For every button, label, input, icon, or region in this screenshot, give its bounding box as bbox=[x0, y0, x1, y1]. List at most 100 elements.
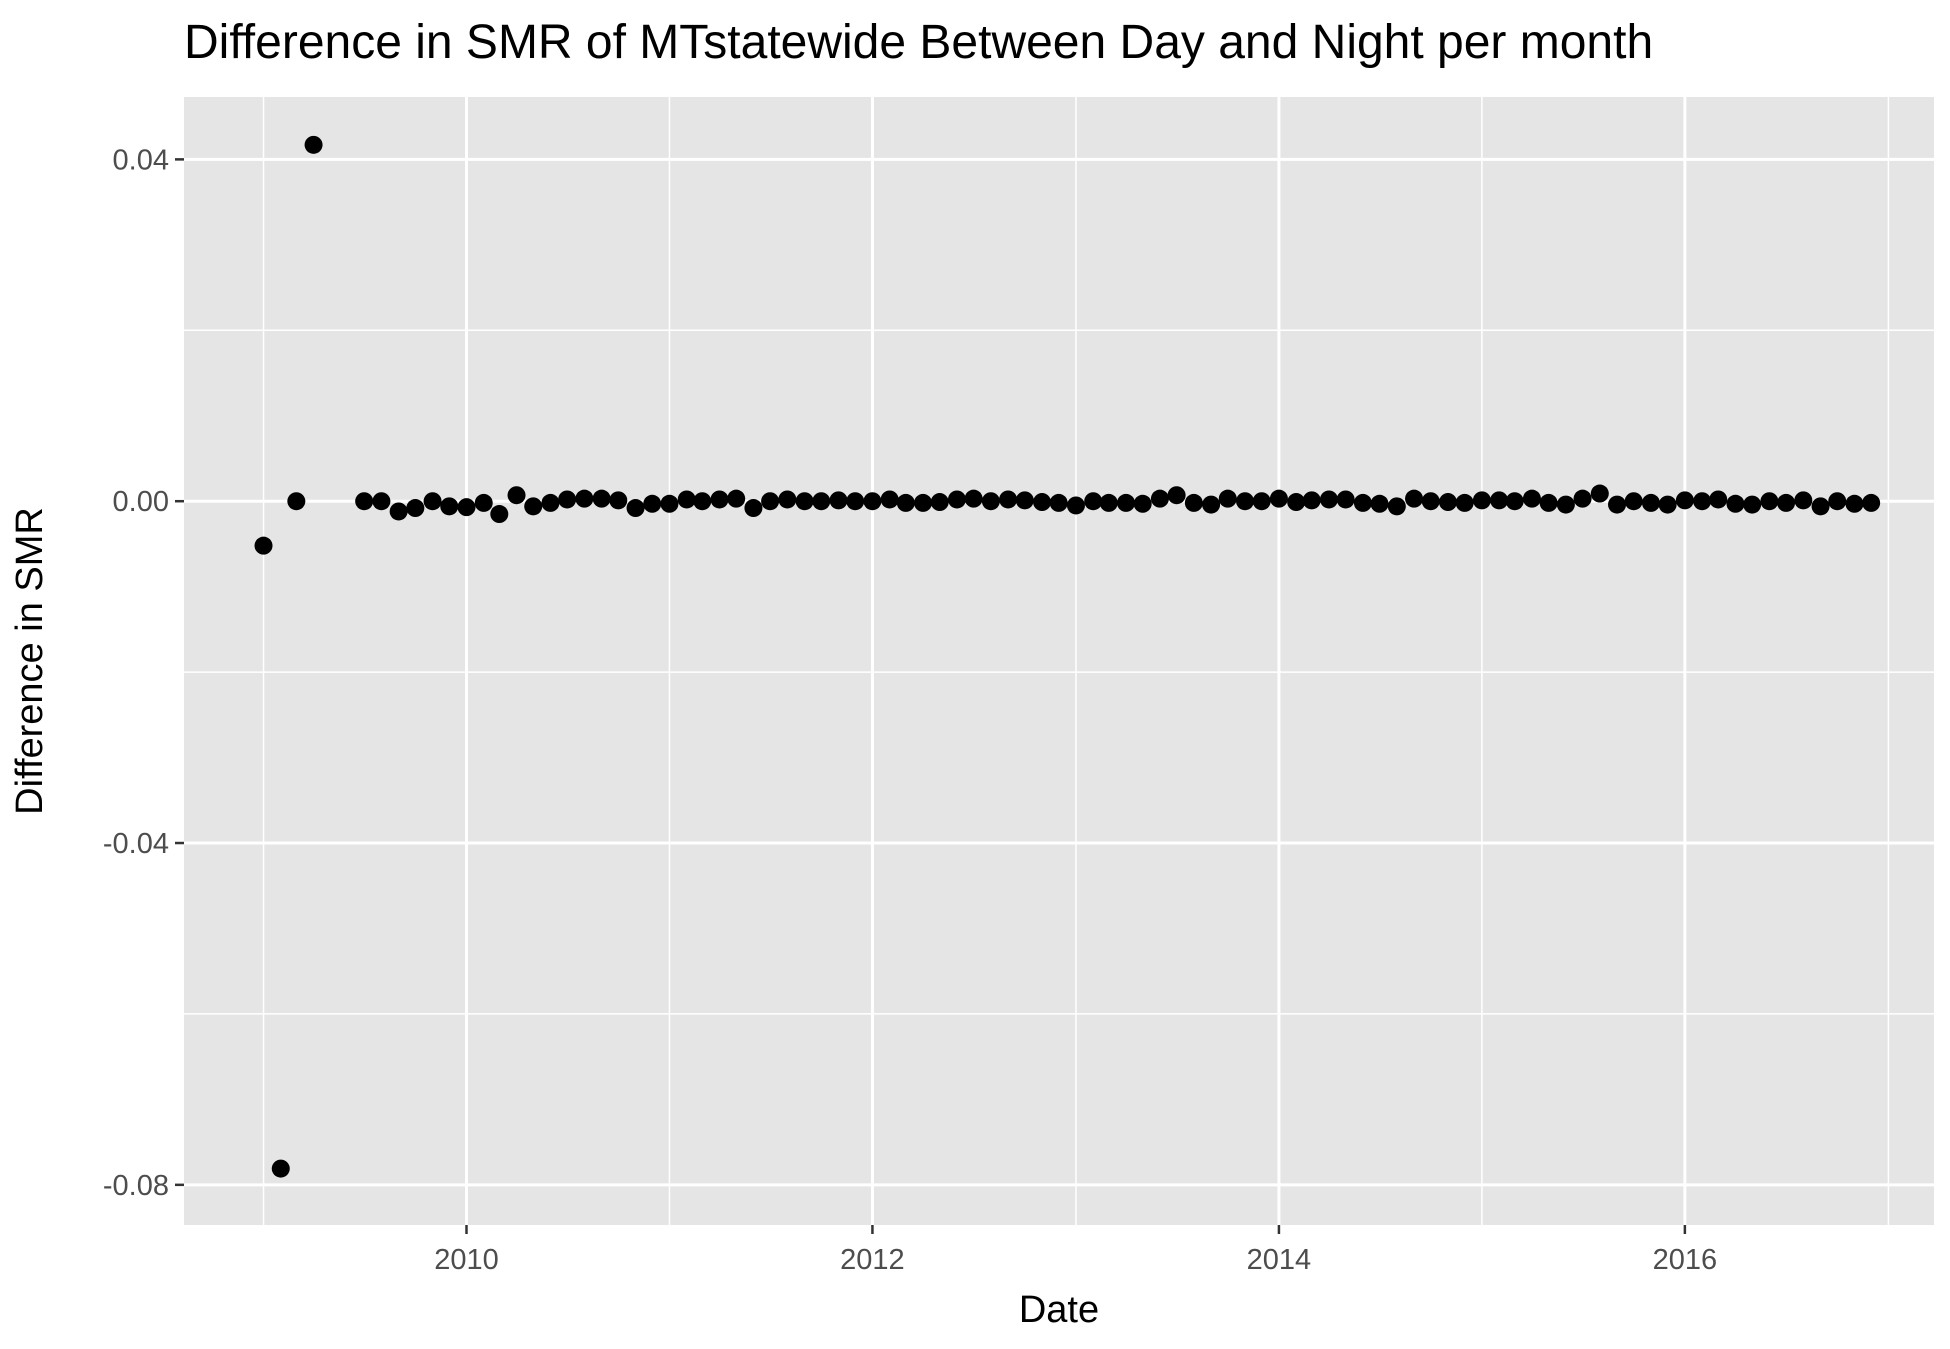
data-point bbox=[1099, 493, 1118, 512]
data-point bbox=[1438, 493, 1457, 512]
data-point bbox=[778, 490, 797, 509]
data-point bbox=[1726, 494, 1745, 513]
data-point bbox=[964, 489, 983, 508]
x-tick-label: 2016 bbox=[1653, 1244, 1718, 1276]
data-point bbox=[1421, 492, 1440, 511]
data-point bbox=[541, 493, 560, 512]
data-point bbox=[930, 493, 949, 512]
data-point bbox=[1641, 493, 1660, 512]
data-point bbox=[1777, 493, 1796, 512]
data-point bbox=[1794, 491, 1813, 510]
data-point bbox=[795, 492, 814, 511]
data-point bbox=[1709, 490, 1728, 509]
data-point bbox=[947, 490, 966, 509]
chart-title: Difference in SMR of MTstatewide Between… bbox=[184, 16, 1653, 69]
data-point bbox=[1269, 489, 1288, 508]
data-point bbox=[524, 497, 543, 516]
y-tick-label: 0.00 bbox=[113, 486, 169, 518]
data-point bbox=[1505, 492, 1524, 511]
data-point bbox=[693, 492, 712, 511]
data-point bbox=[1472, 491, 1491, 510]
data-point bbox=[389, 502, 408, 521]
data-point bbox=[287, 492, 306, 511]
data-point bbox=[1015, 491, 1034, 510]
data-point bbox=[1675, 491, 1694, 510]
data-point bbox=[1556, 495, 1575, 514]
data-point bbox=[710, 490, 729, 509]
data-point bbox=[1658, 495, 1677, 514]
data-point bbox=[592, 489, 611, 508]
data-point bbox=[1353, 493, 1372, 512]
y-tick-label: -0.08 bbox=[103, 1170, 169, 1202]
data-point bbox=[406, 499, 425, 518]
data-point bbox=[727, 489, 746, 508]
data-point bbox=[981, 492, 1000, 511]
data-point bbox=[1828, 492, 1847, 511]
data-point bbox=[271, 1159, 290, 1178]
data-point bbox=[1522, 489, 1541, 508]
data-point bbox=[1370, 494, 1389, 513]
data-point bbox=[1033, 493, 1052, 512]
data-point bbox=[304, 135, 323, 154]
data-point bbox=[609, 491, 628, 510]
data-point bbox=[1573, 489, 1592, 508]
data-point bbox=[575, 489, 594, 508]
data-point bbox=[863, 492, 882, 511]
data-point bbox=[626, 499, 645, 518]
data-point bbox=[423, 492, 442, 511]
data-point bbox=[1405, 489, 1424, 508]
data-point bbox=[761, 492, 780, 511]
data-point bbox=[1608, 495, 1627, 514]
data-point bbox=[474, 493, 493, 512]
data-point bbox=[1133, 494, 1152, 513]
x-axis-title: Date bbox=[1019, 1289, 1099, 1331]
data-point bbox=[999, 490, 1018, 509]
y-tick-label: -0.04 bbox=[103, 828, 169, 860]
data-point bbox=[1590, 484, 1609, 503]
data-point bbox=[812, 492, 831, 511]
data-point bbox=[1539, 493, 1558, 512]
data-point bbox=[1624, 492, 1643, 511]
data-point bbox=[1455, 493, 1474, 512]
data-point bbox=[1862, 493, 1881, 512]
data-point bbox=[677, 490, 696, 509]
data-point bbox=[660, 494, 679, 513]
data-point bbox=[1336, 490, 1355, 509]
data-point bbox=[1252, 492, 1271, 511]
x-axis: 2010 2012 2014 2016 bbox=[434, 1225, 1717, 1276]
x-tick-label: 2014 bbox=[1247, 1244, 1312, 1276]
data-point bbox=[1743, 495, 1762, 514]
data-point bbox=[254, 536, 273, 555]
data-point bbox=[1066, 496, 1085, 515]
data-point bbox=[1049, 493, 1068, 512]
data-point bbox=[1117, 493, 1136, 512]
data-point bbox=[1760, 492, 1779, 511]
data-point bbox=[457, 498, 476, 517]
data-point bbox=[1218, 489, 1237, 508]
data-point bbox=[1150, 489, 1169, 508]
data-point bbox=[507, 486, 526, 505]
data-point bbox=[829, 491, 848, 510]
data-point bbox=[1084, 492, 1103, 511]
data-point bbox=[896, 493, 915, 512]
plot-panel bbox=[184, 97, 1934, 1225]
data-point bbox=[1202, 495, 1221, 514]
data-point bbox=[1287, 493, 1306, 512]
data-point bbox=[1184, 493, 1203, 512]
data-point bbox=[355, 492, 374, 511]
data-point bbox=[490, 505, 509, 524]
y-axis-title: Difference in SMR bbox=[9, 507, 51, 815]
data-point bbox=[372, 492, 391, 511]
x-tick-label: 2012 bbox=[840, 1244, 905, 1276]
data-point bbox=[1811, 497, 1830, 516]
data-point bbox=[558, 490, 577, 509]
x-tick-label: 2010 bbox=[434, 1244, 499, 1276]
y-tick-label: 0.04 bbox=[113, 144, 169, 176]
data-point bbox=[1490, 491, 1509, 510]
data-point bbox=[643, 494, 662, 513]
data-point bbox=[1167, 486, 1186, 505]
y-axis: 0.04 0.00 -0.04 -0.08 bbox=[103, 144, 184, 1202]
data-point bbox=[880, 490, 899, 509]
data-point bbox=[1302, 491, 1321, 510]
